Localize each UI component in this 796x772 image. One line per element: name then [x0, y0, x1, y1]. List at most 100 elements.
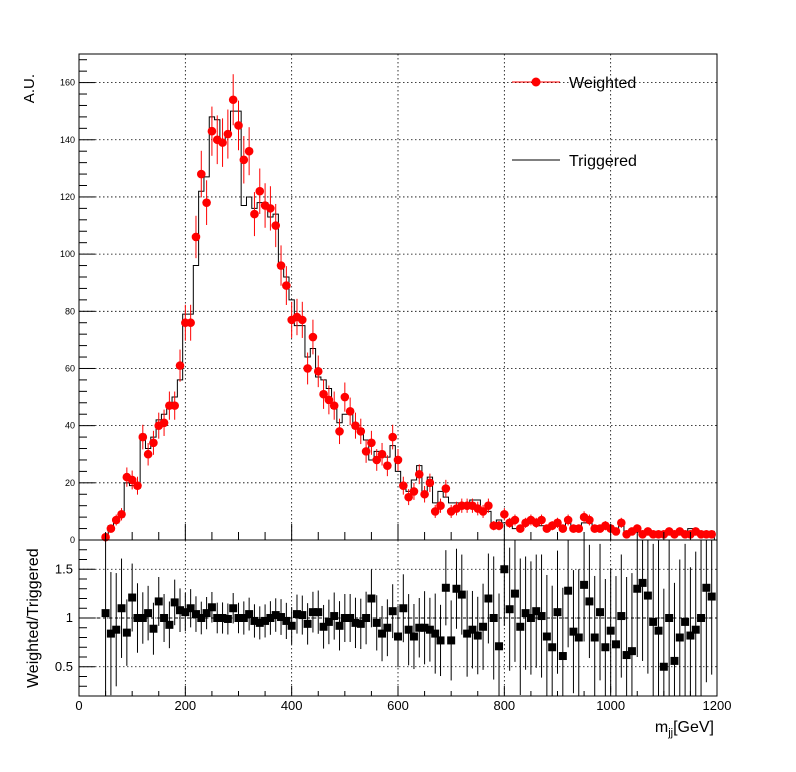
ratio-point: [468, 625, 477, 634]
weighted-point: [414, 469, 424, 479]
weighted-point: [436, 501, 445, 510]
ratio-point: [542, 632, 551, 641]
ratio-point: [181, 608, 190, 617]
ratio-point: [457, 590, 466, 599]
ratio-point: [415, 623, 424, 632]
ratio-point: [149, 624, 158, 633]
ratio-point: [197, 614, 206, 622]
upper-y-tick-label: 120: [60, 192, 75, 202]
weighted-point: [255, 186, 265, 196]
weighted-point: [611, 527, 621, 536]
ratio-point: [532, 607, 541, 616]
upper-y-axis-label: A.U.: [21, 74, 38, 103]
ratio-point: [691, 625, 700, 634]
weighted-point: [537, 515, 546, 525]
ratio-point: [596, 608, 605, 617]
ratio-y-tick-label: 1.5: [55, 561, 73, 576]
ratio-point: [324, 617, 333, 626]
legend-weighted-marker: [531, 77, 541, 87]
ratio-point: [154, 597, 163, 606]
weighted-point: [218, 138, 227, 147]
weighted-point: [133, 481, 142, 490]
ratio-point: [303, 619, 312, 628]
weighted-point: [515, 524, 525, 533]
ratio-point: [229, 604, 238, 613]
ratio-point: [356, 619, 365, 628]
ratio-point: [670, 656, 679, 665]
ratio-point: [617, 612, 626, 621]
legend: Weighted Triggered: [512, 75, 637, 170]
ratio-point: [521, 609, 530, 618]
ratio-point: [606, 626, 615, 635]
ratio-point: [526, 614, 535, 622]
ratio-point: [479, 622, 488, 631]
ratio-point: [495, 642, 504, 651]
ratio-point: [404, 625, 413, 634]
ratio-point: [399, 604, 408, 613]
weighted-point: [585, 515, 594, 525]
x-tick-label: 200: [174, 698, 196, 713]
weighted-point: [404, 492, 413, 502]
ratio-point: [101, 609, 110, 618]
ratio-point: [564, 586, 573, 595]
ratio-point: [505, 605, 514, 614]
ratio-point: [489, 614, 498, 622]
weighted-point: [202, 198, 211, 207]
weighted-point: [340, 392, 350, 402]
ratio-point: [707, 592, 716, 601]
ratio-point: [388, 607, 397, 616]
ratio-point: [362, 614, 371, 622]
weighted-point: [175, 361, 185, 370]
x-tick-label: 400: [281, 698, 303, 713]
weighted-point: [170, 401, 179, 410]
weighted-point: [632, 524, 642, 533]
ratio-point: [250, 616, 259, 625]
weighted-point: [191, 232, 201, 242]
weighted-point: [298, 315, 307, 325]
ratio-point: [330, 612, 339, 621]
ratio-point: [239, 614, 248, 622]
ratio-point: [452, 584, 461, 593]
ratio-y-axis-ticks: 0.5 1 1.5: [55, 549, 95, 687]
ratio-point: [308, 608, 317, 617]
weighted-point: [149, 438, 158, 448]
ratio-point: [176, 606, 185, 615]
ratio-point: [431, 629, 440, 638]
ratio-point: [346, 614, 355, 622]
weighted-point: [356, 427, 366, 436]
ratio-point: [574, 633, 583, 642]
weighted-point: [372, 455, 382, 465]
ratio-point: [627, 647, 636, 656]
weighted-point: [351, 421, 360, 430]
weighted-point: [106, 524, 116, 533]
ratio-point: [686, 631, 695, 640]
ratio-point: [128, 593, 137, 602]
ratio-point: [649, 617, 658, 626]
weighted-point: [617, 518, 626, 528]
x-tick-label: 800: [493, 698, 515, 713]
upper-y-tick-label: 40: [65, 421, 75, 431]
ratio-point: [160, 614, 169, 622]
ratio-point: [548, 643, 557, 652]
weighted-point: [143, 449, 153, 459]
ratio-point: [665, 614, 674, 622]
ratio-point: [351, 618, 360, 627]
weighted-point: [425, 478, 435, 488]
ratio-point: [463, 629, 472, 638]
weighted-point: [383, 461, 392, 470]
weighted-point: [494, 521, 504, 531]
ratio-point: [314, 608, 323, 617]
x-axis-ticks: 0 200 400 600 800 1000 1200: [75, 686, 731, 713]
ratio-point: [702, 583, 711, 592]
ratio-point: [510, 589, 519, 598]
weighted-point: [308, 332, 318, 342]
ratio-point: [292, 610, 301, 619]
x-tick-label: 0: [75, 698, 82, 713]
ratio-y-axis-label: Weighted/Triggered: [25, 548, 42, 688]
weighted-point: [117, 509, 126, 519]
ratio-point: [569, 627, 578, 636]
weighted-point: [563, 515, 573, 525]
upper-y-tick-label: 140: [60, 135, 75, 145]
weighted-point: [319, 389, 328, 399]
